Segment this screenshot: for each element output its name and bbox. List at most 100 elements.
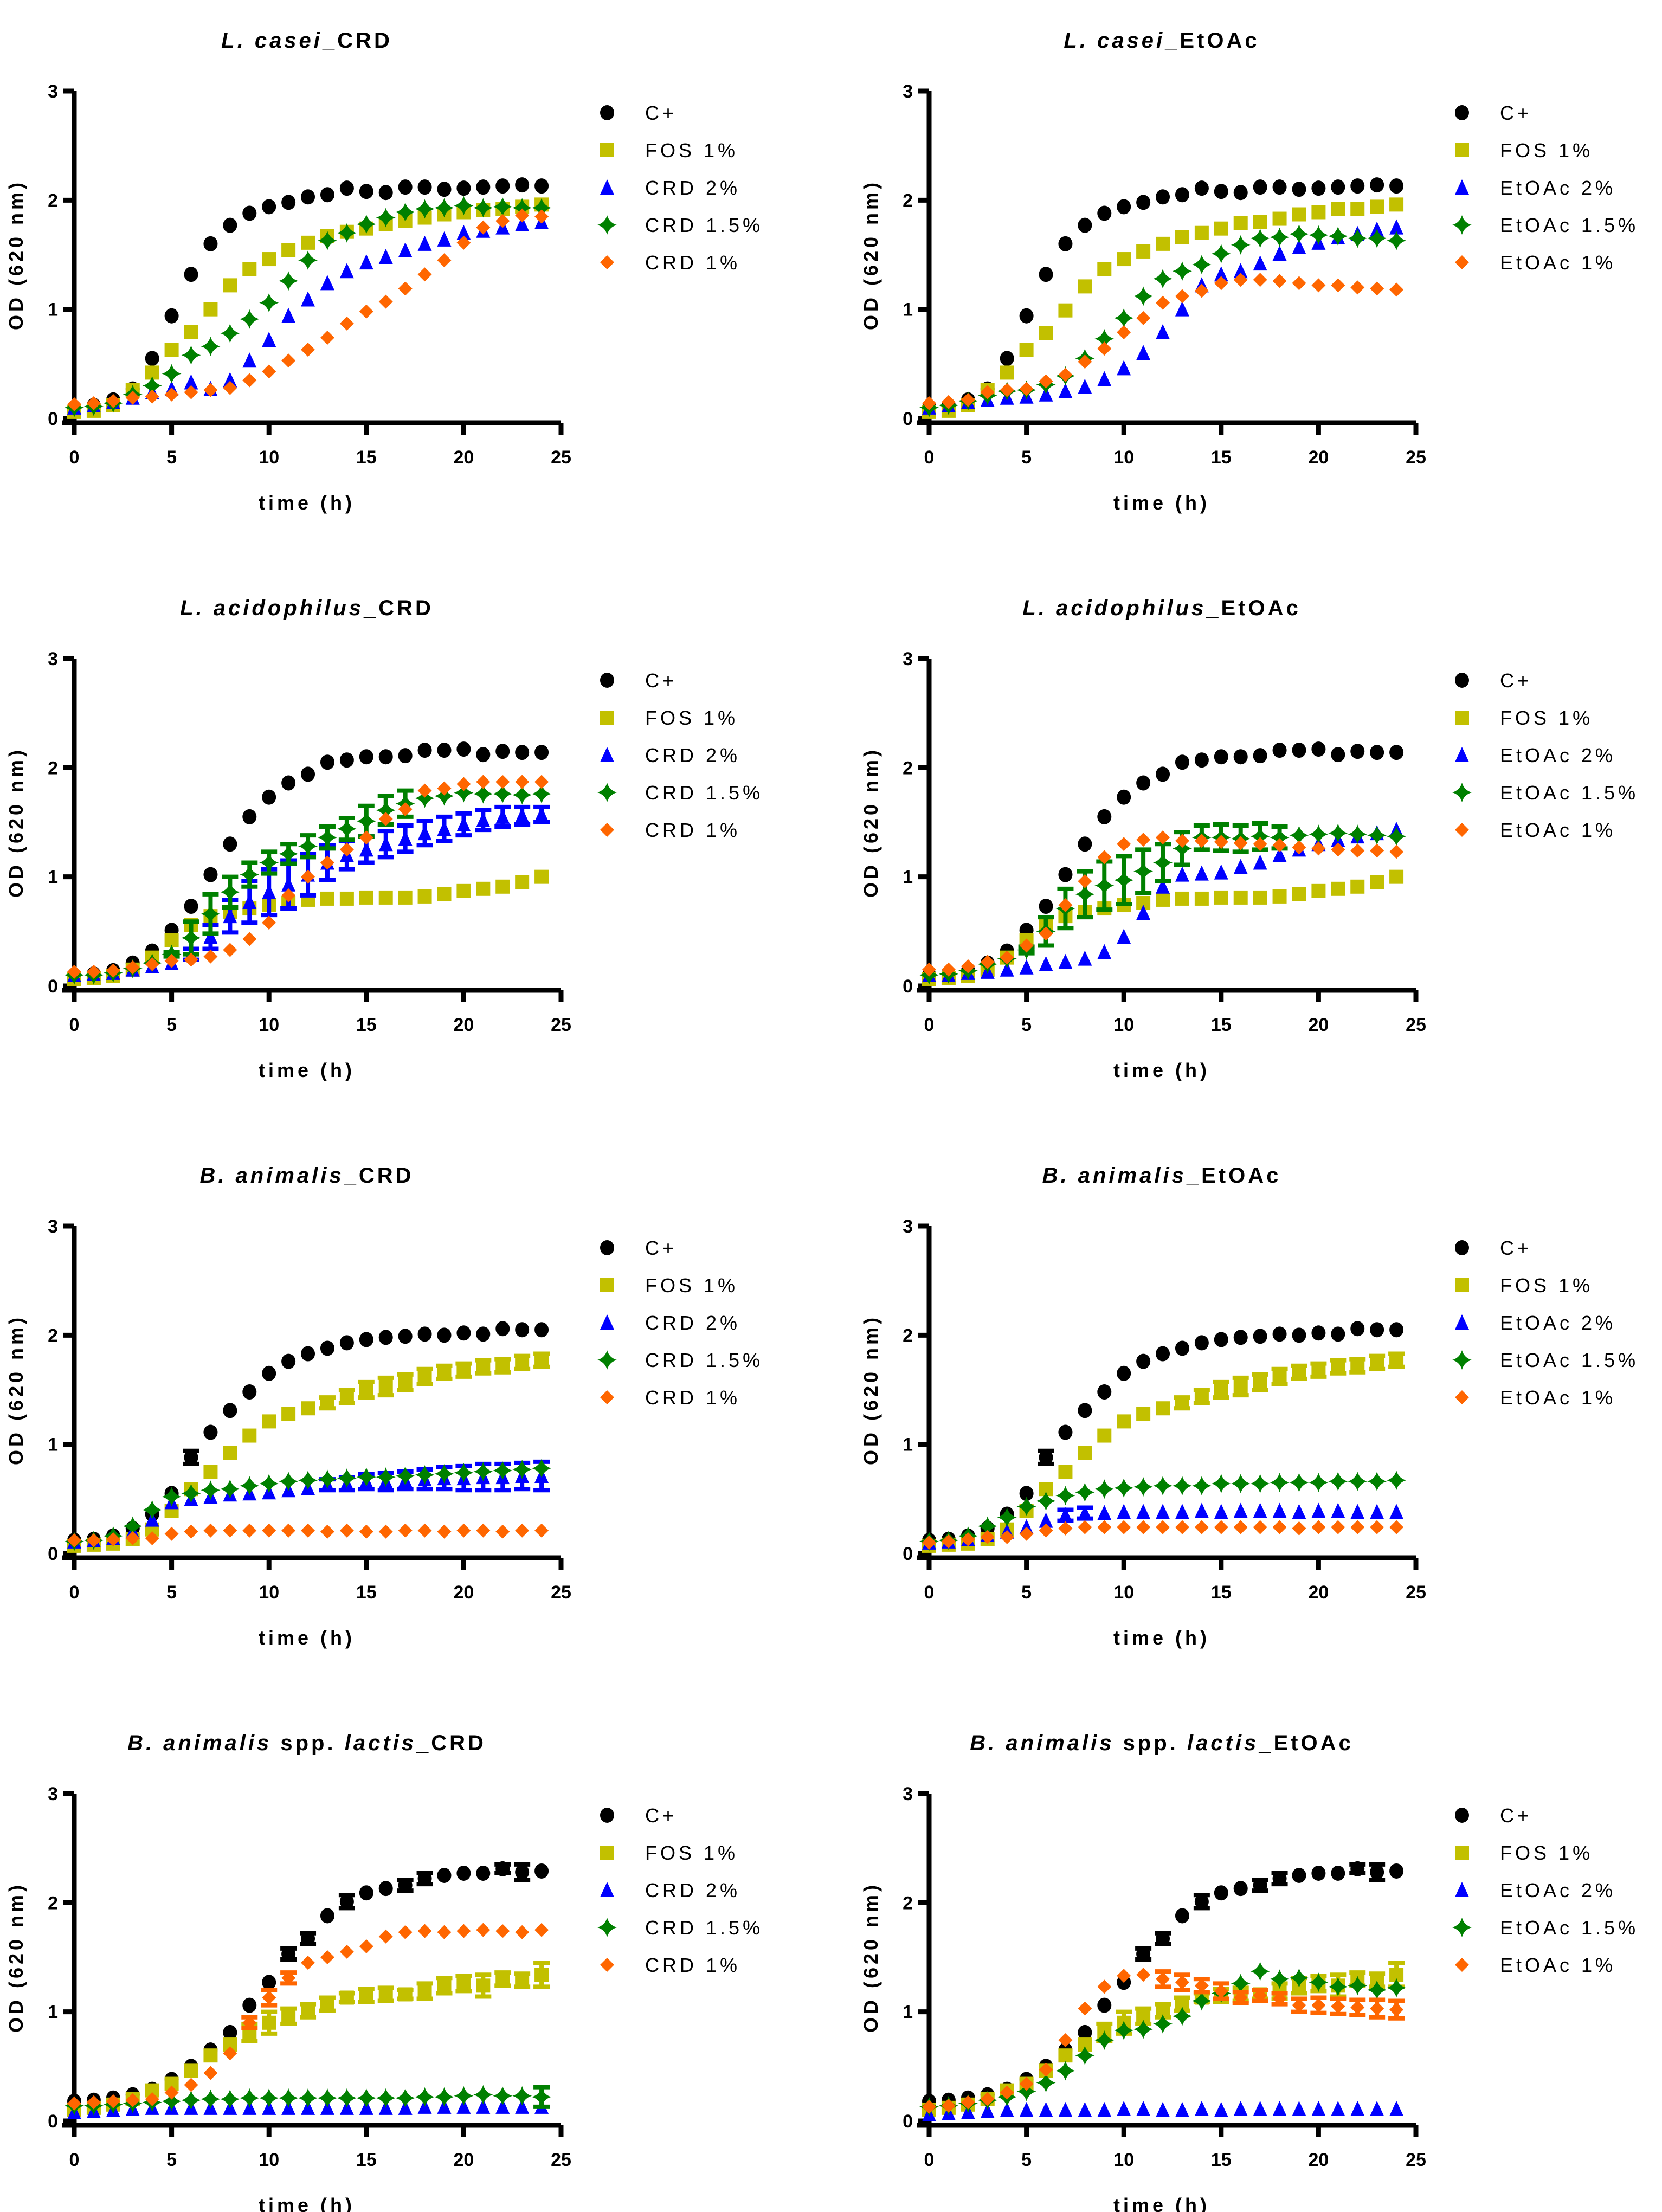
data-point — [301, 291, 315, 307]
data-point — [1348, 1976, 1368, 1996]
data-point — [515, 2098, 530, 2114]
legend-diamond-icon — [600, 1390, 614, 1404]
data-point — [1075, 884, 1095, 904]
data-point — [1153, 853, 1173, 873]
legend-item: CRD 2% — [600, 744, 737, 766]
legend-item: FOS 1% — [600, 1842, 735, 1864]
data-point — [532, 784, 552, 804]
data-point — [1214, 1332, 1228, 1347]
data-point — [1253, 1375, 1267, 1389]
data-point — [437, 1868, 452, 1883]
x-tick-label: 25 — [551, 2150, 571, 2170]
legend-item: CRD 2% — [600, 1312, 737, 1334]
data-point — [203, 1523, 218, 1538]
data-point — [1331, 747, 1345, 763]
data-point — [417, 1523, 432, 1538]
data-point — [320, 1950, 334, 1964]
legend-circle-icon — [600, 1808, 614, 1823]
data-point — [1156, 1931, 1170, 1946]
chart-panel-7: B. animalis spp. lactis_CRD 0 1 2 3 0 5 10 15 20 2… — [5, 1731, 760, 2212]
data-point — [493, 784, 513, 804]
legend-square-icon — [600, 1846, 614, 1860]
data-point — [262, 1975, 276, 1990]
data-point — [1058, 2048, 1073, 2063]
data-point — [1172, 261, 1192, 281]
data-point — [1253, 1520, 1267, 1534]
data-point — [203, 2048, 218, 2063]
data-point — [1175, 1396, 1189, 1410]
data-point — [301, 1346, 315, 1362]
data-point — [1272, 1991, 1287, 2006]
data-point — [1156, 236, 1170, 251]
data-point — [1175, 1340, 1189, 1356]
data-point — [1114, 308, 1134, 328]
data-point — [106, 1532, 120, 1546]
data-point — [398, 1375, 413, 1389]
data-point — [1136, 2100, 1151, 2116]
data-point — [1039, 926, 1053, 941]
x-tick-label: 20 — [453, 447, 474, 468]
x-tick-label: 15 — [1211, 447, 1232, 468]
legend-item: C+ — [600, 1237, 674, 1259]
data-point — [184, 374, 198, 390]
y-tick-label: 3 — [903, 1216, 913, 1237]
data-point — [1194, 180, 1209, 196]
data-point — [337, 223, 357, 243]
data-point — [262, 252, 276, 267]
y-tick-label: 2 — [903, 758, 913, 778]
data-point — [495, 879, 510, 894]
data-point — [320, 187, 334, 203]
data-point — [534, 1322, 549, 1338]
data-point — [1078, 1403, 1092, 1418]
data-point — [1214, 221, 1228, 236]
data-point — [1292, 1365, 1306, 1379]
data-point — [359, 1939, 373, 1953]
legend-label: FOS 1% — [1500, 707, 1593, 729]
legend: C+ FOS 1% CRD 2% CRD 1.5% CRD 1% — [597, 1237, 760, 1409]
data-point — [534, 209, 549, 224]
data-point — [1194, 1502, 1209, 1518]
data-point — [456, 1865, 471, 1881]
x-tick-label: 0 — [924, 447, 935, 468]
legend-label: CRD 1% — [645, 1386, 740, 1409]
legend-label: EtOAc 1% — [1500, 251, 1616, 274]
data-point — [181, 2090, 201, 2110]
legend-item: EtOAc 1% — [1455, 251, 1616, 274]
data-point — [201, 2089, 221, 2109]
data-point — [86, 2095, 101, 2110]
data-point — [259, 2088, 279, 2108]
data-point — [1389, 282, 1404, 297]
data-point — [184, 1449, 198, 1465]
data-point — [1156, 295, 1170, 310]
data-point — [476, 811, 491, 827]
data-point — [1078, 836, 1092, 852]
chart-panel-6: B. animalis_EtOAc 0 1 2 3 0 5 10 15 20 25 time (h) O… — [860, 1164, 1635, 1649]
data-point — [298, 2088, 318, 2108]
data-point — [281, 243, 296, 257]
legend-item: CRD 1.5% — [597, 782, 760, 804]
legend-label: CRD 1% — [645, 819, 740, 841]
data-point — [532, 198, 552, 218]
data-point — [456, 224, 471, 240]
data-point — [301, 869, 315, 884]
data-point — [1292, 182, 1306, 197]
x-tick-label: 0 — [924, 1582, 935, 1603]
y-tick-label: 2 — [903, 1325, 913, 1346]
data-point — [1039, 1523, 1053, 1538]
y-tick-label: 2 — [48, 190, 58, 211]
data-point — [1331, 2100, 1345, 2116]
data-point — [1350, 1861, 1365, 1876]
data-point — [301, 343, 315, 357]
legend-item: FOS 1% — [1455, 1842, 1590, 1864]
legend-label: EtOAc 2% — [1500, 177, 1616, 199]
x-axis-title: time (h) — [1113, 492, 1210, 514]
data-point — [1350, 843, 1365, 858]
data-point — [1331, 278, 1345, 293]
data-point — [512, 1459, 532, 1479]
legend-label: EtOAc 1% — [1500, 819, 1616, 841]
legend-circle-icon — [1455, 105, 1469, 120]
data-point — [164, 2085, 179, 2100]
data-point — [1389, 219, 1404, 235]
y-axis-title: OD (620 nm) — [5, 179, 27, 330]
data-point — [473, 2085, 493, 2105]
